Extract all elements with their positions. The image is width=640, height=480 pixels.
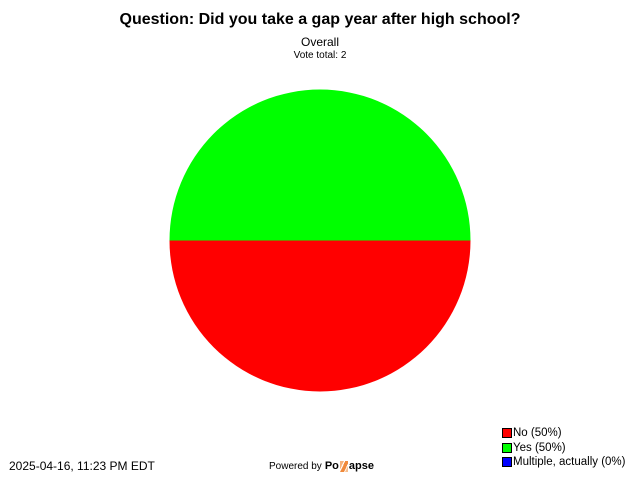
timestamp: 2025-04-16, 11:23 PM EDT bbox=[9, 459, 155, 473]
pie-slice-yes bbox=[169, 89, 471, 241]
chart-subtitle: Overall bbox=[300, 35, 339, 49]
legend: No (50%) Yes (50%) Multiple, actually (0%) bbox=[502, 426, 625, 470]
legend-label: Multiple, actually (0%) bbox=[513, 456, 626, 468]
brand-logo: Po apse bbox=[325, 460, 374, 472]
legend-item: No (50%) bbox=[502, 426, 625, 441]
pie-slice-no bbox=[169, 240, 471, 392]
legend-swatch bbox=[502, 457, 512, 468]
chart-title: Question: Did you take a gap year after … bbox=[119, 11, 521, 28]
legend-item: Yes (50%) bbox=[502, 441, 625, 456]
legend-swatch bbox=[502, 442, 512, 453]
legend-swatch bbox=[502, 428, 512, 439]
legend-item: Multiple, actually (0%) bbox=[502, 455, 625, 470]
legend-label: No (50%) bbox=[513, 427, 562, 439]
powered-by: Powered by Po apse bbox=[269, 460, 374, 472]
legend-label: Yes (50%) bbox=[513, 441, 566, 454]
powered-by-label: Powered by bbox=[269, 460, 322, 472]
logo-text-right: apse bbox=[348, 460, 374, 472]
logo-text-left: Po bbox=[324, 460, 339, 472]
logo-mark-icon bbox=[339, 460, 348, 472]
vote-total: Vote total: 2 bbox=[293, 50, 347, 61]
